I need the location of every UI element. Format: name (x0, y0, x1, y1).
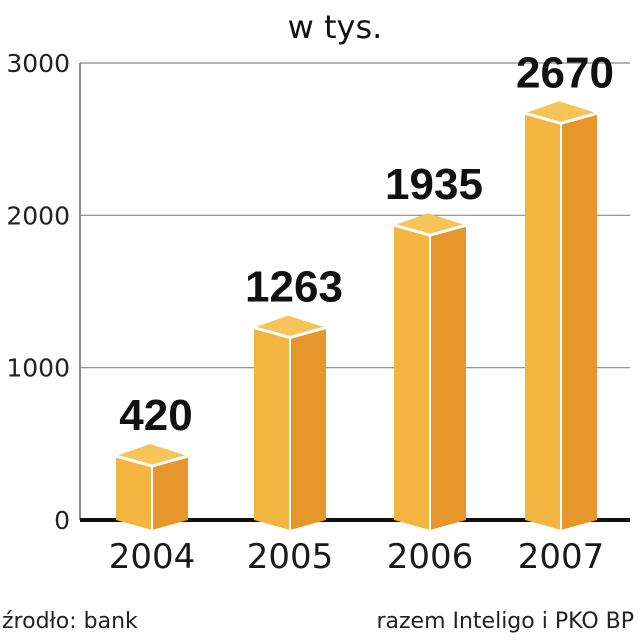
y-tick-label: 0 (54, 506, 70, 535)
x-tick-label: 2005 (247, 537, 334, 577)
bar-right-face (430, 225, 466, 531)
bar-left-face (394, 225, 430, 531)
chart-title: w tys. (288, 8, 383, 46)
x-tick-label: 2007 (518, 537, 605, 577)
source-note: źrodło: bank (2, 609, 138, 634)
bar-2004 (115, 444, 189, 530)
bar-2005 (253, 315, 327, 530)
bar-right-face (290, 327, 326, 530)
footnote: razem Inteligo i PKO BP (376, 609, 634, 634)
bar-left-face (116, 456, 152, 530)
bar-right-face (152, 456, 188, 530)
y-tick-label: 2000 (6, 201, 70, 230)
data-label: 420 (119, 391, 192, 440)
data-label: 2670 (516, 48, 614, 97)
data-label: 1263 (245, 263, 343, 312)
bar-right-face (561, 113, 597, 531)
bar-2006 (393, 213, 467, 531)
bar-left-face (254, 327, 290, 530)
x-tick-label: 2006 (387, 537, 474, 577)
data-label: 1935 (385, 160, 483, 209)
bar-left-face (525, 113, 561, 531)
x-tick-label: 2004 (109, 537, 196, 577)
y-tick-label: 1000 (6, 354, 70, 383)
y-tick-label: 3000 (6, 49, 70, 78)
bar-2007 (524, 101, 598, 531)
